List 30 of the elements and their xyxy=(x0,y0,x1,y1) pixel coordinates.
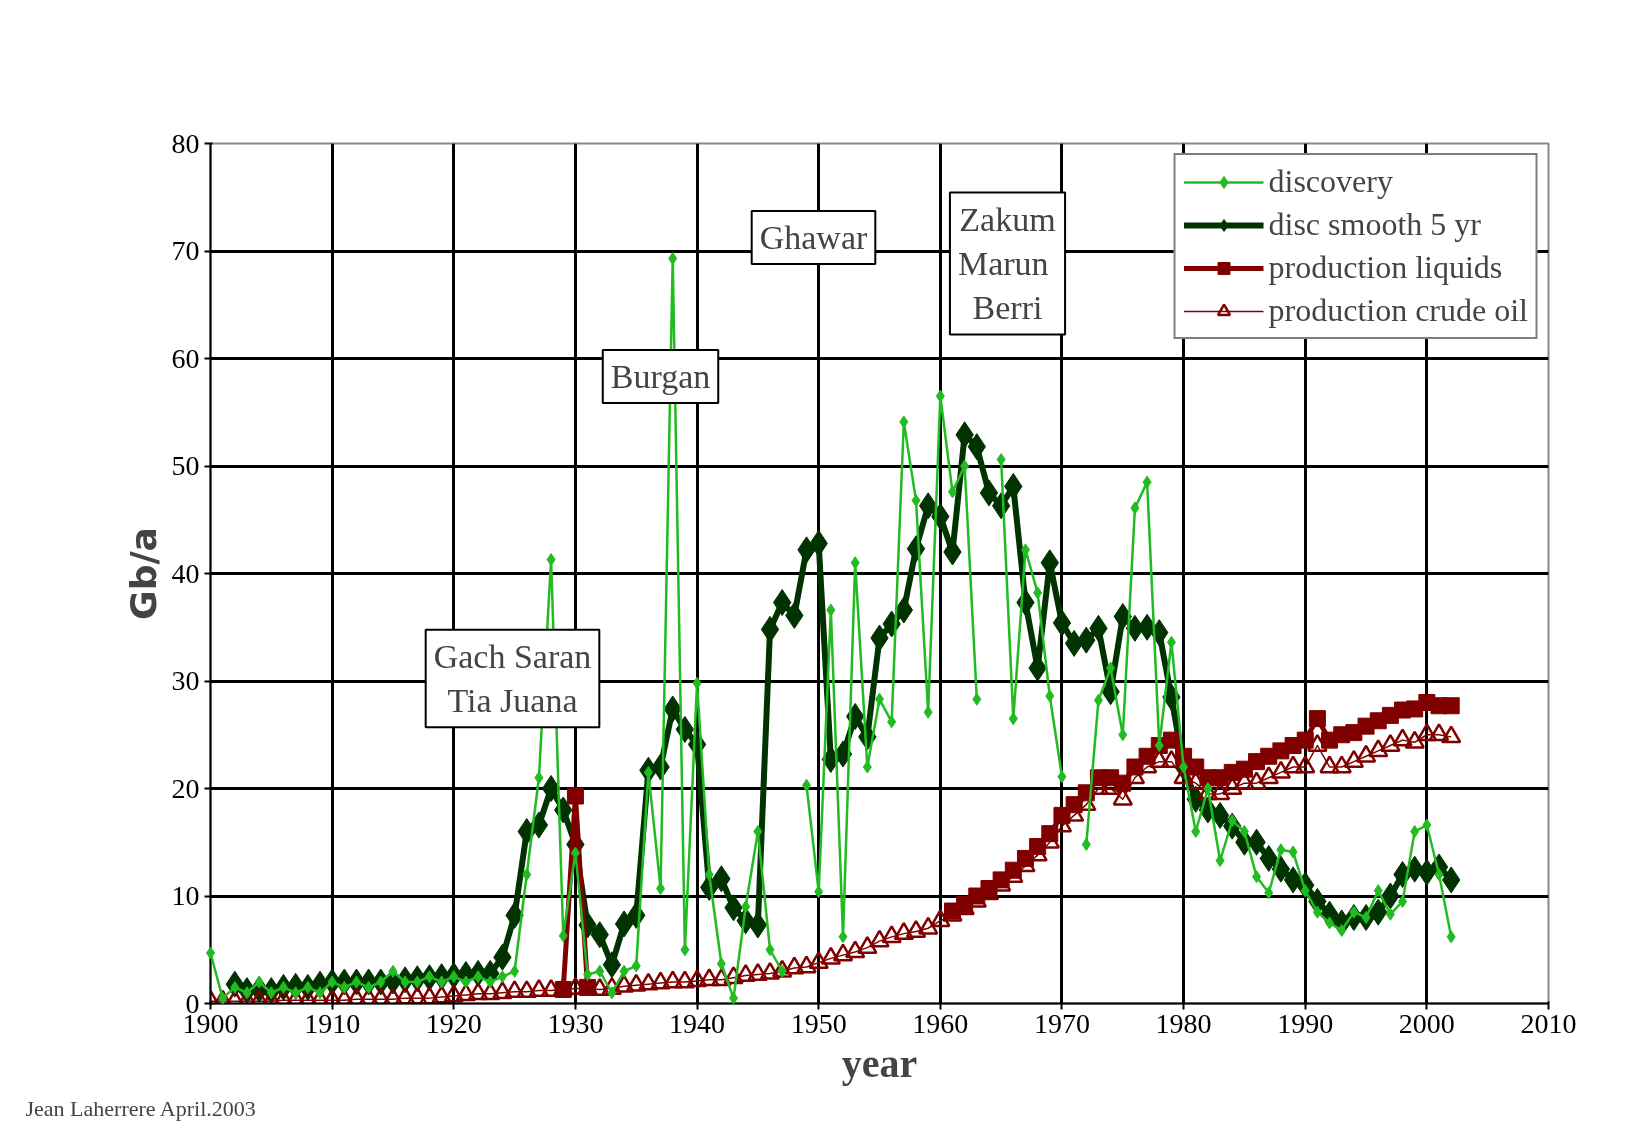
x-tick-label: 1970 xyxy=(1033,1007,1090,1039)
annotation: Ghawar xyxy=(759,219,868,256)
annotation: Gach Saran Tia Juana xyxy=(433,637,592,720)
x-axis-title: year xyxy=(841,1040,918,1086)
legend-label: discovery xyxy=(1268,163,1393,200)
y-tick-label: 80 xyxy=(171,127,200,159)
legend-label: production liquids xyxy=(1268,249,1503,286)
y-tick-label: 60 xyxy=(171,342,200,374)
x-tick-label: 1950 xyxy=(790,1007,847,1039)
x-tick-label: 2000 xyxy=(1398,1007,1455,1039)
x-tick-label: 1940 xyxy=(669,1007,726,1039)
annotation: Zakum Marun Berri xyxy=(957,200,1056,327)
x-tick-label: 1980 xyxy=(1155,1007,1212,1039)
y-tick-label: 10 xyxy=(171,880,200,911)
y-tick-label: 20 xyxy=(171,772,200,804)
x-tick-label: 1960 xyxy=(912,1007,969,1039)
x-tick-label: 1930 xyxy=(547,1007,604,1039)
y-tick-label: 40 xyxy=(171,557,200,589)
y-tick-label: 70 xyxy=(171,235,200,266)
y-axis-title: Gb/a xyxy=(122,527,164,620)
legend-label: disc smooth 5 yr xyxy=(1268,206,1481,243)
y-tick-label: 30 xyxy=(171,665,200,696)
legend-label: production crude oil xyxy=(1268,292,1528,329)
y-tick-label: 50 xyxy=(171,450,200,481)
x-tick-label: 1910 xyxy=(304,1007,361,1039)
x-tick-label: 1920 xyxy=(425,1007,482,1039)
text: Jean Laherrere April.2003 xyxy=(25,1095,256,1121)
x-tick-label: 1990 xyxy=(1277,1007,1334,1039)
x-tick-label: 2010 xyxy=(1520,1007,1577,1039)
annotation: Burgan xyxy=(610,358,711,395)
